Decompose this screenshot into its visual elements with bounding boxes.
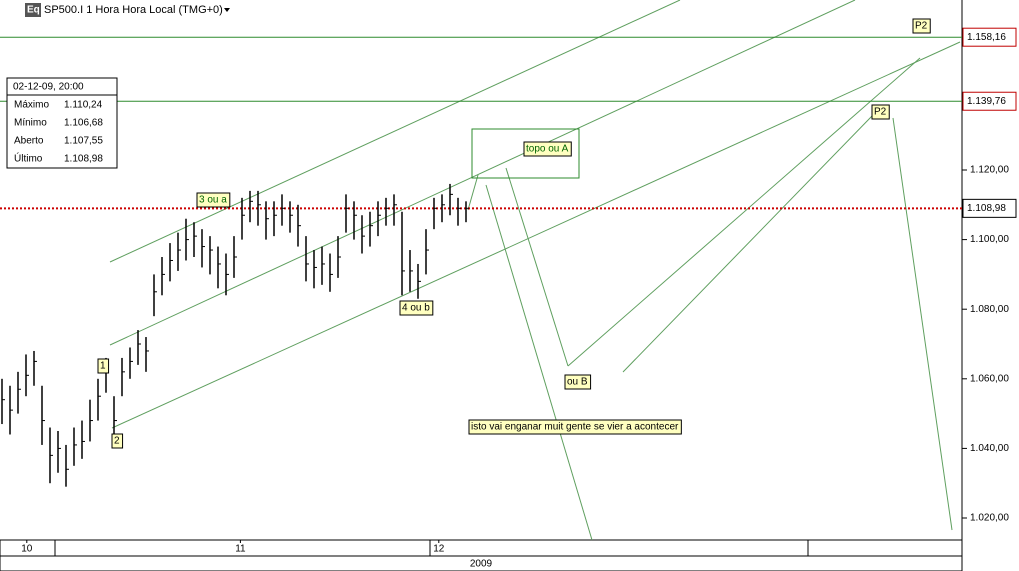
info-box-bg: [6, 77, 118, 169]
annotation: 2: [114, 436, 120, 447]
icon-box: [25, 3, 41, 17]
annotation-box: [871, 104, 890, 120]
icon: Eq: [27, 5, 40, 16]
trend-line: [111, 41, 961, 429]
trend-line: [622, 115, 873, 373]
y-tick-label: 1.120,00: [970, 165, 1009, 176]
trend-lines: [109, 0, 961, 541]
x-tick-label: 12: [433, 544, 445, 555]
trend-line: [892, 117, 953, 531]
price-level-box: [962, 91, 1017, 111]
year-axis: [0, 555, 963, 571]
annotation-box: [196, 192, 231, 208]
info-box: 02-12-09, 20:00 Máximo 1.110,24 Mínimo 1.106…: [6, 77, 118, 169]
info-value: 1.108,98: [64, 154, 103, 165]
info-value: 1.106,68: [64, 118, 103, 129]
annotation: 1: [100, 361, 106, 372]
y-tick-label: 1.060,00: [970, 373, 1009, 384]
x-tick-label: 10: [21, 544, 33, 555]
annotation-box: [564, 374, 592, 390]
info-key: Último: [14, 152, 43, 165]
trend-line: [505, 167, 569, 367]
price-level-box: [962, 27, 1017, 47]
dropdown-arrow[interactable]: [224, 8, 230, 12]
trend-line: [485, 184, 593, 541]
price-level-label: 1.158,16: [967, 32, 1006, 43]
annotation: 4 ou b: [402, 303, 430, 314]
chart-title: SP500.I 1 Hora Hora Local (TMG+0): [44, 4, 223, 16]
time-axis: [0, 539, 963, 557]
annotation: P2: [874, 107, 887, 118]
price-level-label: 1.108,98: [967, 203, 1006, 214]
annotation-box: [912, 18, 931, 34]
annotation: ou B: [567, 377, 588, 388]
annotation: isto vai enganar muit gente se vier a ac…: [471, 422, 679, 433]
trend-line: [109, 0, 856, 346]
x-tick-label: 11: [235, 544, 246, 555]
y-tick-label: 1.020,00: [970, 513, 1009, 524]
trend-line: [467, 174, 479, 211]
info-key: Mínimo: [14, 118, 47, 129]
y-tick-label: 1.040,00: [970, 443, 1009, 454]
annotation-box: [97, 358, 110, 374]
price-level-label: 1.139,76: [967, 96, 1006, 107]
info-key: Aberto: [14, 136, 44, 147]
x-axis-label: 2009: [470, 559, 493, 570]
annotation-box: [111, 433, 124, 449]
annotation: P2: [915, 21, 928, 32]
annotation: 3 ou a: [199, 195, 227, 206]
annotation-box: [523, 141, 572, 157]
trend-line: [109, 0, 681, 263]
info-date: 02-12-09, 20:00: [13, 82, 84, 93]
annotation-box: [399, 300, 434, 316]
info-value: 1.110,24: [64, 100, 103, 111]
annotation: topo ou A: [526, 144, 569, 155]
y-tick-label: 1.100,00: [970, 234, 1009, 245]
target-box: [471, 128, 580, 179]
info-key: Máximo: [14, 100, 49, 111]
info-value: 1.107,55: [64, 136, 103, 147]
y-tick-label: 1.080,00: [970, 304, 1009, 315]
price-level-box: [962, 198, 1017, 218]
annotation-box: [468, 419, 682, 435]
trend-line: [567, 57, 921, 367]
